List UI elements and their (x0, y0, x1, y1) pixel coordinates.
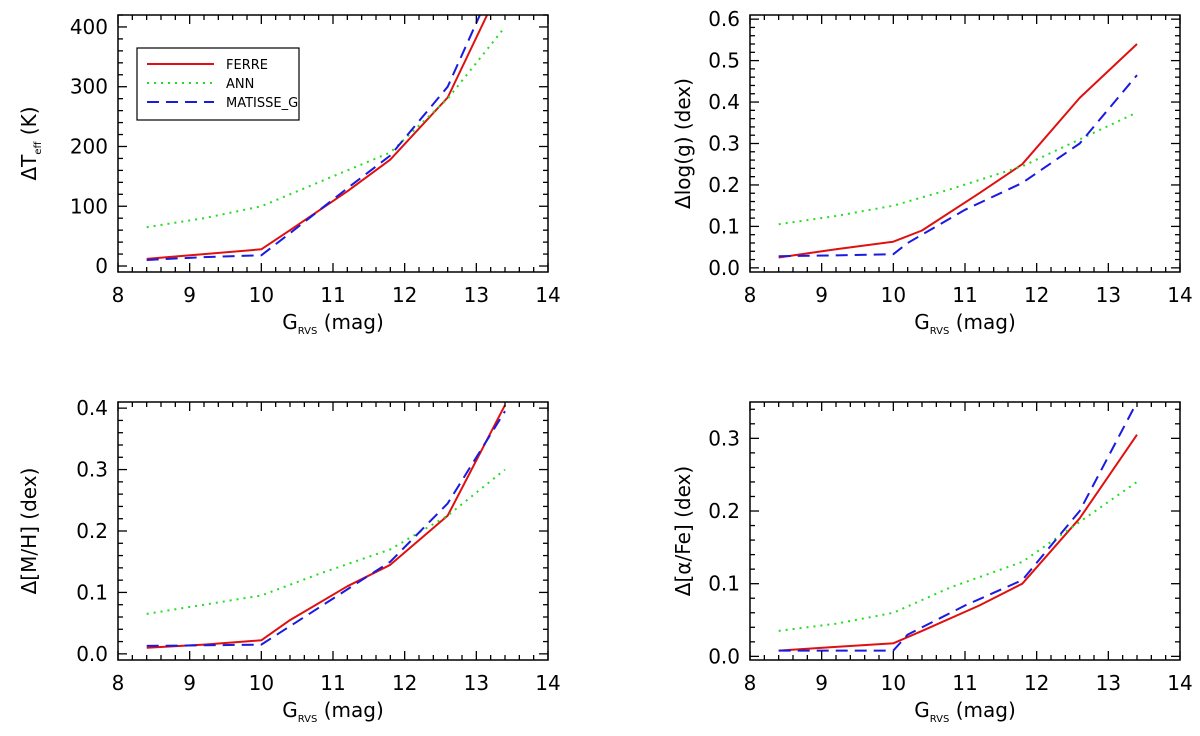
y-tick-label: 0.1 (708, 572, 740, 596)
y-tick-label: 0.5 (708, 49, 740, 73)
y-axis-title: Δ[α/Fe] (dex) (671, 466, 695, 596)
series-ann-line (778, 481, 1138, 632)
x-tick-label: 10 (249, 283, 274, 307)
series-matisse_g-line (778, 74, 1138, 258)
y-tick-label: 0.3 (76, 458, 108, 482)
x-tick-label: 11 (952, 283, 977, 307)
y-tick-label: 0.0 (76, 642, 108, 666)
y-tick-label: 0.4 (76, 396, 108, 420)
x-tick-label: 14 (535, 671, 560, 695)
y-tick-label: 100 (70, 194, 108, 218)
y-tick-label: 300 (70, 75, 108, 99)
x-tick-label: 8 (744, 283, 757, 307)
x-tick-label: 8 (744, 671, 757, 695)
x-tick-label: 8 (112, 283, 125, 307)
series-matisse_g-line (146, 15, 481, 261)
panel-3: 8 9 10 11 12 13 14 0.0 0.1 0.2 0.3 0.4 GRVS (mag) Δ[M… (17, 396, 561, 725)
y-tick-label: 400 (70, 15, 108, 39)
y-tick-label: 0.3 (708, 132, 740, 156)
y-tick-label: 0.2 (708, 499, 740, 523)
x-tick-label: 13 (464, 671, 489, 695)
x-axis-title: GRVS (mag) (914, 698, 1016, 725)
legend-label-matisse_g: MATISSE_G (226, 96, 298, 111)
x-tick-label: 12 (392, 283, 417, 307)
x-tick-label: 9 (183, 671, 196, 695)
x-tick-label: 8 (112, 671, 125, 695)
x-tick-label: 10 (881, 671, 906, 695)
series-ferre-line (778, 43, 1138, 259)
x-tick-label: 10 (249, 671, 274, 695)
x-tick-label: 9 (815, 671, 828, 695)
legend-label-ferre: FERRE (226, 58, 268, 73)
y-tick-label: 0.6 (708, 7, 740, 31)
series-ferre-line (146, 404, 506, 649)
x-tick-label: 11 (320, 283, 345, 307)
y-tick-label: 0.0 (708, 644, 740, 668)
series-ann-line (146, 468, 506, 615)
y-tick-label: 0.2 (708, 173, 740, 197)
x-tick-label: 14 (1167, 671, 1192, 695)
x-axis-title: GRVS (mag) (282, 698, 384, 725)
y-axis-title: ΔTeff (K) (17, 106, 44, 180)
series-ferre-line (146, 15, 489, 260)
y-axis-title: Δlog(g) (dex) (671, 78, 695, 209)
x-tick-label: 13 (1096, 671, 1121, 695)
x-tick-label: 13 (464, 283, 489, 307)
x-tick-label: 11 (320, 671, 345, 695)
x-tick-label: 10 (881, 283, 906, 307)
x-tick-label: 13 (1096, 283, 1121, 307)
x-tick-label: 12 (1024, 283, 1049, 307)
x-tick-label: 12 (1024, 671, 1049, 695)
y-tick-label: 0 (95, 254, 108, 278)
series-matisse_g-line (778, 402, 1138, 652)
panel-4: 8 9 10 11 12 13 14 0.0 0.1 0.2 0.3 GRVS (mag) Δ[α/Fe… (671, 401, 1193, 725)
series-ann-line (778, 111, 1138, 226)
x-tick-label: 14 (535, 283, 560, 307)
y-axis-title: Δ[M/H] (dex) (17, 468, 41, 595)
x-axis-title: GRVS (mag) (282, 310, 384, 337)
y-tick-label: 0.1 (708, 214, 740, 238)
legend: FERRE ANN MATISSE_G (136, 47, 300, 121)
x-tick-label: 9 (183, 283, 196, 307)
x-tick-label: 14 (1167, 283, 1192, 307)
x-tick-label: 12 (392, 671, 417, 695)
x-tick-label: 9 (815, 283, 828, 307)
plot-frame (117, 401, 549, 661)
plot-frame (749, 14, 1181, 273)
y-tick-label: 0.4 (708, 90, 740, 114)
legend-box (136, 47, 300, 121)
series-matisse_g-line (146, 410, 506, 647)
panel-2: 8 9 10 11 12 13 14 0.0 0.1 0.2 0.3 0.4 0.5 0.6 GRVS (m… (671, 7, 1193, 337)
x-tick-label: 11 (952, 671, 977, 695)
panel-1: 8 9 10 11 12 13 14 0 100 200 300 400 GRVS (mag) ΔTeff… (17, 14, 561, 337)
x-axis-title: GRVS (mag) (914, 310, 1016, 337)
y-tick-label: 200 (70, 134, 108, 158)
y-tick-label: 0.1 (76, 580, 108, 604)
y-tick-label: 0.3 (708, 426, 740, 450)
series-ferre-line (778, 434, 1138, 652)
plot-frame (749, 401, 1181, 661)
y-tick-label: 0.0 (708, 256, 740, 280)
y-tick-label: 0.2 (76, 519, 108, 543)
legend-label-ann: ANN (226, 77, 254, 92)
